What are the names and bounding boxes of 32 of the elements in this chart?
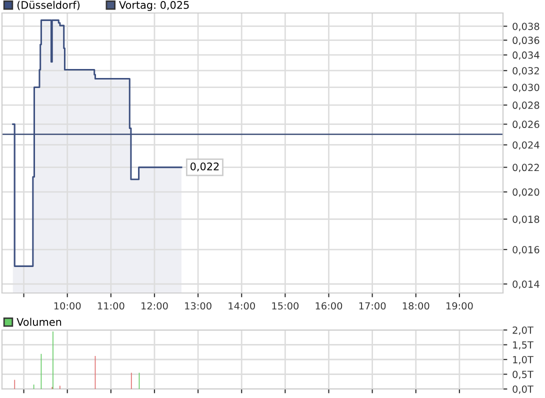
y-tick-label: 0,032 [512, 67, 539, 76]
x-tick-label: 19:00 [446, 302, 473, 310]
legend-label: (Düsseldorf) [17, 0, 80, 10]
y-tick-label: 0,5T [512, 370, 534, 380]
y-tick-label: 0,022 [512, 164, 539, 172]
y-tick-label: 0,020 [512, 188, 540, 197]
y-tick-label: 0,016 [512, 246, 540, 254]
y-tick-label: 0,038 [512, 22, 540, 32]
x-tick-label: 18:00 [402, 302, 430, 310]
x-tick-label: 15:00 [272, 302, 299, 310]
y-tick-label: 0,0T [512, 385, 534, 394]
y-tick-label: 0,034 [512, 51, 540, 60]
y-tick-label: 0,018 [512, 216, 540, 224]
x-tick-label: 13:00 [185, 302, 212, 310]
legend-label: Vortag: 0,025 [119, 1, 189, 11]
y-tick-label: 0,036 [512, 36, 540, 46]
y-tick-label: 0,026 [512, 120, 540, 130]
x-tick-label: 11:00 [98, 302, 124, 310]
y-tick-label: 0,028 [512, 102, 540, 110]
y-tick-label: 1,0T [513, 356, 534, 364]
x-tick-label: 14:00 [228, 302, 255, 310]
annotation: 0,022 [190, 162, 219, 172]
x-tick-label: 16:00 [316, 302, 342, 310]
y-tick-label: 2,0T [512, 326, 534, 335]
x-tick-label: 12:00 [142, 302, 168, 310]
y-tick-label: 1,5T [513, 341, 534, 350]
legend-label: Volumen [16, 318, 62, 326]
y-tick-label: 0,030 [512, 84, 540, 92]
x-tick-label: 17:00 [359, 302, 386, 310]
x-tick-label: 10:00 [54, 302, 81, 310]
y-tick-label: 0,014 [512, 280, 540, 289]
y-tick-label: 0,024 [512, 141, 540, 150]
